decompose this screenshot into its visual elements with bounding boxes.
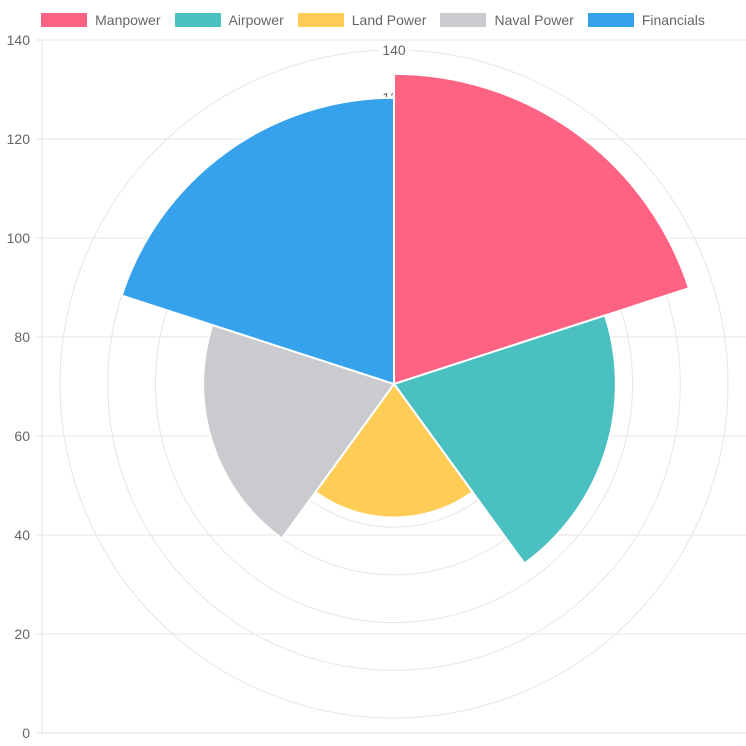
radial-tick-label: 140: [382, 42, 406, 58]
legend-label: Naval Power: [494, 12, 574, 28]
legend-label: Land Power: [351, 12, 427, 28]
legend-swatch: [587, 13, 634, 27]
legend-swatch: [440, 13, 487, 27]
sector-land-power[interactable]: [314, 382, 474, 519]
legend-swatch: [297, 13, 344, 27]
legend-label: Financials: [641, 12, 705, 28]
sector-financials[interactable]: [120, 96, 395, 386]
y-tick-label: 120: [7, 131, 31, 147]
chart-legend: Manpower Airpower Land Power Naval Power Fin…: [0, 8, 746, 32]
y-tick-label: 140: [7, 32, 31, 48]
sector-airpower[interactable]: [392, 314, 617, 565]
legend-item-naval-power[interactable]: Naval Power: [440, 12, 574, 28]
legend-item-manpower[interactable]: Manpower: [41, 12, 161, 28]
sector-manpower[interactable]: [393, 72, 691, 386]
legend-item-financials[interactable]: Financials: [587, 12, 705, 28]
legend-label: Airpower: [228, 12, 284, 28]
legend-item-airpower[interactable]: Airpower: [174, 12, 284, 28]
radial-tick-backdrop: [378, 42, 410, 58]
legend-label: Manpower: [95, 12, 161, 28]
y-tick-label: 60: [14, 428, 30, 444]
y-tick-label: 100: [7, 230, 31, 246]
y-tick-label: 0: [22, 725, 30, 741]
legend-swatch: [174, 13, 221, 27]
y-tick-label: 20: [14, 626, 30, 642]
legend-item-land-power[interactable]: Land Power: [297, 12, 427, 28]
legend-swatch: [41, 13, 88, 27]
radial-tick: 140: [378, 42, 410, 58]
polar-sectors: [120, 72, 691, 565]
sector-naval-power[interactable]: [202, 323, 396, 540]
y-tick-label: 80: [14, 329, 30, 345]
y-tick-label: 40: [14, 527, 30, 543]
